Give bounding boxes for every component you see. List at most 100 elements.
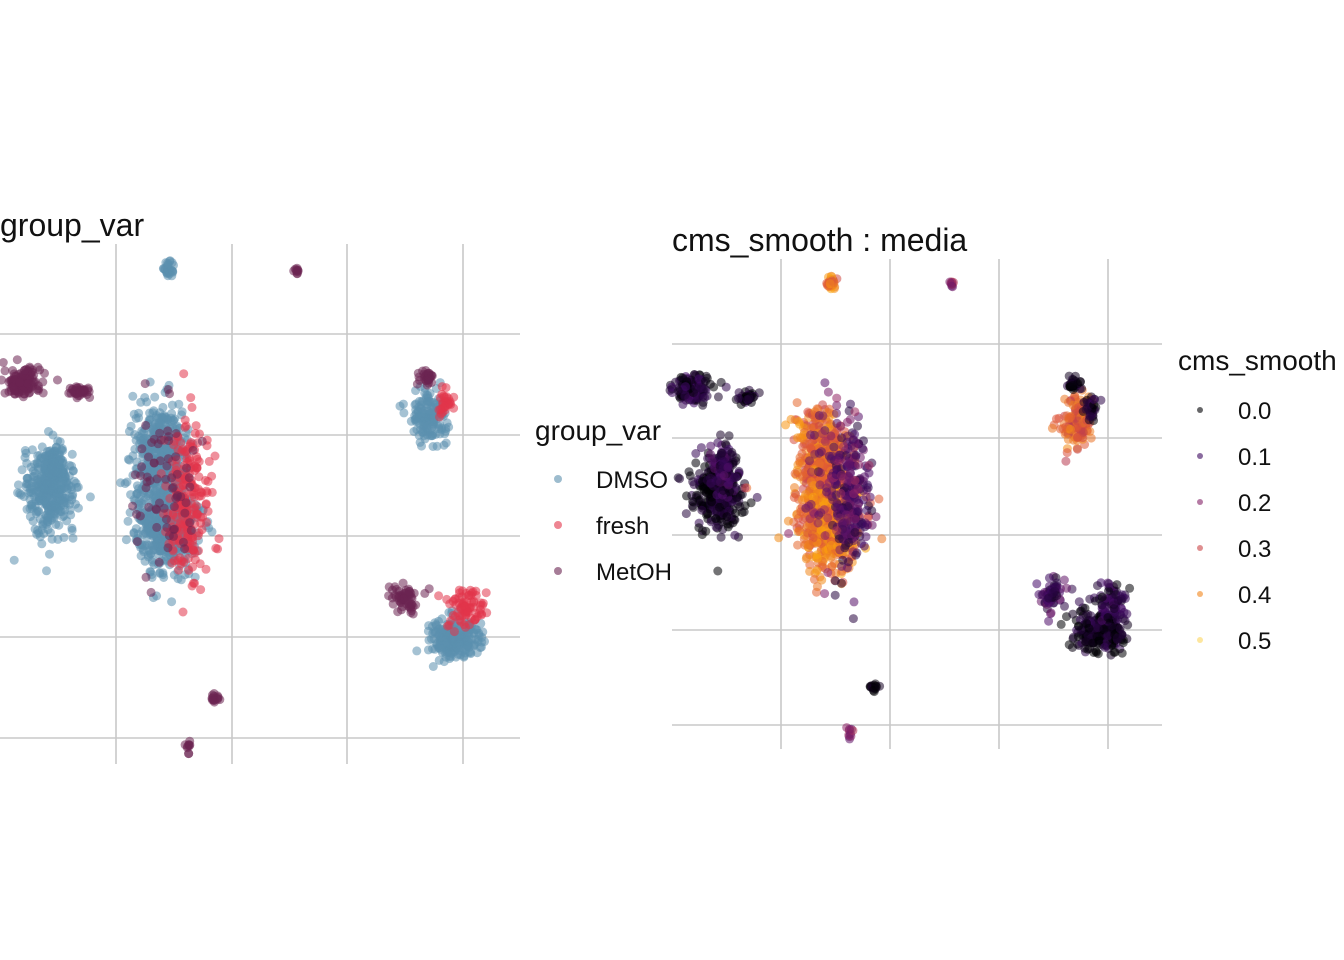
legend-swatch-0-1 — [1197, 453, 1203, 459]
scatter-point — [727, 447, 737, 457]
scatter-point — [707, 497, 717, 507]
scatter-point — [149, 458, 159, 468]
scatter-point — [54, 488, 64, 498]
scatter-point — [706, 449, 715, 459]
scatter-point — [1097, 592, 1107, 602]
scatter-point — [675, 474, 685, 484]
scatter-point — [849, 597, 859, 607]
scatter-point — [446, 400, 456, 409]
scatter-point — [190, 555, 200, 565]
scatter-point — [1117, 648, 1127, 658]
scatter-point — [202, 486, 211, 496]
scatter-point — [1059, 575, 1069, 585]
scatter-point — [1083, 644, 1093, 654]
scatter-point — [844, 459, 854, 469]
scatter-point — [681, 509, 691, 519]
scatter-point — [716, 377, 726, 387]
scatter-point — [132, 537, 142, 547]
scatter-point — [193, 509, 203, 519]
scatter-point — [204, 456, 214, 466]
scatter-point — [829, 278, 839, 288]
scatter-point — [700, 392, 710, 402]
scatter-point — [790, 469, 800, 479]
scatter-point — [460, 648, 470, 658]
scatter-point — [829, 442, 839, 452]
scatter-point — [195, 429, 204, 439]
scatter-point — [1109, 604, 1119, 614]
scatter-point — [174, 399, 184, 409]
scatter-point — [215, 695, 225, 705]
scatter-point — [398, 594, 408, 604]
scatter-point — [845, 724, 854, 734]
scatter-point — [431, 627, 441, 636]
scatter-point — [823, 387, 833, 397]
scatter-point — [818, 411, 828, 421]
scatter-point — [289, 266, 299, 276]
scatter-point — [53, 375, 62, 385]
scatter-point — [774, 533, 784, 543]
scatter-point — [47, 534, 57, 544]
scatter-point — [806, 430, 815, 440]
scatter-point — [1082, 618, 1092, 628]
scatter-point — [805, 566, 815, 576]
scatter-point — [1070, 371, 1080, 381]
scatter-point — [192, 501, 201, 511]
scatter-point — [790, 483, 799, 492]
scatter-point — [146, 587, 156, 597]
scatter-point — [1086, 433, 1096, 443]
scatter-point — [719, 471, 729, 480]
scatter-point — [1103, 631, 1112, 641]
scatter-point — [73, 482, 83, 492]
scatter-point — [701, 376, 710, 386]
scatter-point — [731, 456, 741, 466]
scatter-point — [824, 478, 834, 488]
scatter-point — [817, 429, 827, 439]
scatter-point — [1074, 597, 1084, 607]
scatter-point — [1060, 601, 1069, 611]
scatter-point — [1104, 586, 1113, 596]
scatter-point — [167, 271, 177, 281]
panel-grid-cms-smooth — [672, 259, 1162, 749]
scatter-point — [784, 529, 794, 538]
scatter-point — [732, 493, 742, 503]
scatter-point — [169, 502, 179, 512]
scatter-point — [155, 428, 165, 438]
scatter-point — [137, 462, 147, 472]
scatter-point — [129, 528, 139, 538]
scatter-point — [1051, 582, 1060, 592]
scatter-point — [713, 392, 723, 402]
scatter-point — [1089, 394, 1099, 404]
scatter-point — [867, 506, 877, 516]
scatter-point — [438, 635, 448, 645]
scatter-point — [1103, 613, 1113, 622]
scatter-point — [1110, 647, 1120, 657]
scatter-point — [461, 602, 471, 611]
scatter-point — [152, 522, 162, 532]
scatter-point — [188, 562, 197, 572]
scatter-point — [182, 463, 191, 473]
scatter-point — [398, 578, 408, 588]
scatter-point — [1117, 594, 1127, 604]
scatter-point — [673, 386, 683, 396]
scatter-point — [859, 436, 868, 446]
scatter-point — [806, 477, 816, 487]
scatter-point — [849, 489, 859, 499]
scatter-point — [812, 582, 822, 592]
scatter-point — [820, 531, 830, 541]
scatter-point — [832, 408, 841, 418]
scatter-point — [78, 385, 88, 395]
scatter-point — [447, 634, 457, 644]
scatter-point — [13, 488, 23, 498]
scatter-point — [814, 448, 824, 458]
scatter-point — [171, 429, 181, 438]
legend-group-var: group_var DMSO fresh MetOH — [535, 415, 672, 586]
scatter-point — [698, 400, 708, 410]
panel-title-group-var: group_var — [0, 207, 144, 243]
scatter-point — [844, 538, 854, 548]
scatter-point — [678, 373, 688, 383]
scatter-point — [186, 525, 196, 535]
scatter-point — [863, 480, 872, 490]
scatter-point — [130, 470, 140, 480]
scatter-point — [423, 626, 433, 636]
scatter-point — [0, 375, 7, 385]
